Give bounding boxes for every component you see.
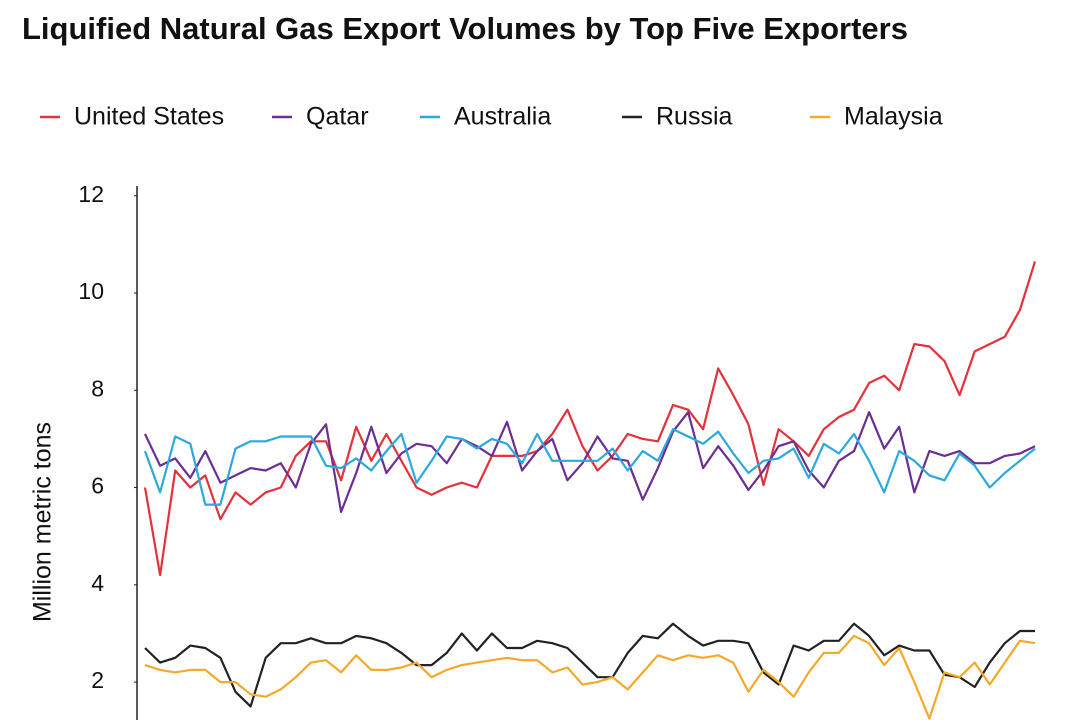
- legend-label: United States: [74, 103, 224, 131]
- y-axis-label: Million metric tons: [29, 422, 57, 622]
- y-tick-label: 2: [91, 667, 104, 693]
- y-tick-label: 4: [91, 570, 104, 596]
- y-tick-label: 6: [91, 473, 104, 499]
- series-line: [144, 622, 1035, 708]
- legend-label: Russia: [656, 103, 733, 131]
- legend-label: Australia: [454, 103, 551, 131]
- series-line: [143, 261, 1037, 577]
- chart-title: Liquified Natural Gas Export Volumes by …: [22, 11, 908, 46]
- series-line: [144, 411, 1036, 513]
- legend-label: Malaysia: [844, 103, 943, 131]
- y-tick-label: 10: [78, 278, 104, 304]
- y-tick-label: 8: [91, 375, 104, 401]
- y-tick-label: 12: [78, 181, 104, 207]
- legend-label: Qatar: [306, 103, 369, 131]
- series-line: [144, 634, 1036, 720]
- series-line: [143, 428, 1036, 506]
